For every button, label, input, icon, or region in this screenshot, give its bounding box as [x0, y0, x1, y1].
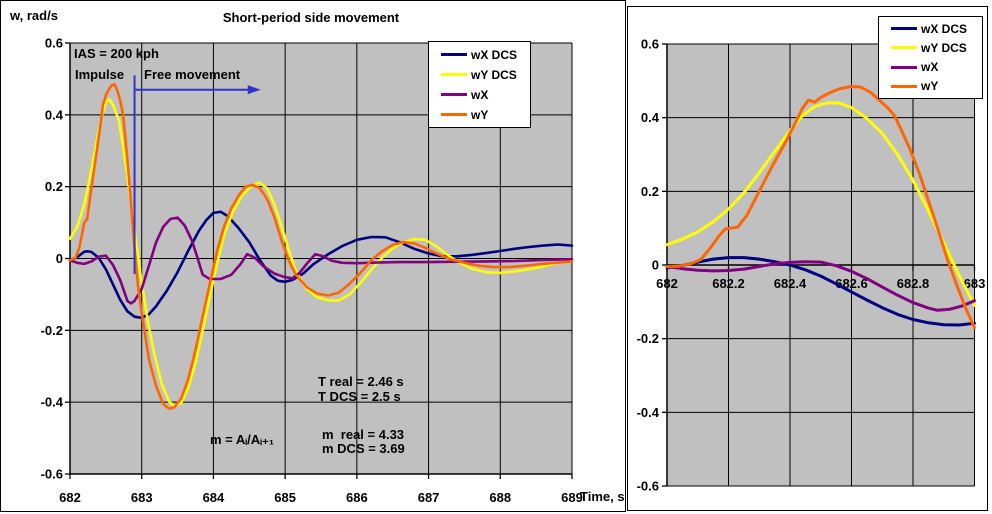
right-legend[interactable]: wX DCS wY DCS wX wY [878, 16, 983, 99]
legend-entry-wx[interactable]: wX [441, 85, 530, 104]
x-tick-label: 685 [274, 490, 296, 505]
y-tick-label: 0.4 [641, 110, 660, 125]
legend-line-swatch [441, 113, 467, 116]
legend-label: wX DCS [921, 21, 968, 36]
legend-entry-wy[interactable]: wY [891, 77, 982, 96]
legend-label: wY [921, 79, 939, 94]
legend-line-swatch [891, 27, 917, 31]
left-x-axis-title: Time, s [580, 489, 625, 504]
legend-label: wX [471, 87, 489, 102]
t-real-annotation: T real = 2.46 s [318, 374, 404, 389]
y-tick-label: -0.6 [637, 479, 659, 494]
y-tick-label: 0 [56, 251, 63, 266]
legend-entry-wx[interactable]: wX [891, 58, 982, 77]
legend-label: wX [921, 60, 939, 75]
left-chart-title: Short-period side movement [222, 10, 400, 25]
x-tick-label: 682.8 [897, 276, 930, 291]
left-legend[interactable]: wX DCS wY DCS wX wY [428, 41, 531, 128]
y-tick-label: 0 [652, 258, 659, 273]
series-line-wx-dcs[interactable] [68, 210, 574, 320]
legend-line-swatch [891, 65, 917, 69]
x-tick-label: 682.4 [774, 276, 807, 291]
legend-entry-wy-dcs[interactable]: wY DCS [891, 38, 982, 57]
y-tick-label: -0.2 [41, 323, 63, 338]
series-line-wy-dcs[interactable] [665, 101, 976, 307]
x-tick-label: 689 [561, 490, 583, 505]
y-tick-label: 0.2 [45, 179, 63, 194]
free-movement-arrowhead [247, 85, 261, 95]
impulse-annotation: Impulse [75, 67, 125, 82]
legend-label: wY DCS [471, 67, 517, 82]
m-dcs-annotation: m DCS = 3.69 [322, 441, 405, 456]
legend-line-swatch [441, 53, 467, 56]
legend-label: wX DCS [471, 47, 518, 62]
y-tick-label: 0.4 [45, 107, 64, 122]
x-tick-label: 683 [964, 276, 986, 291]
series-line-wx[interactable] [665, 260, 976, 312]
m-formula-annotation: m = Aᵢ/Aᵢ₊₁ [210, 432, 275, 447]
y-tick-label: 0.6 [641, 37, 659, 52]
m-real-annotation: m real = 4.33 [322, 427, 405, 442]
series-line-wy[interactable] [665, 84, 976, 330]
right-chart-zoom[interactable]: -0.6 -0.4 -0.2 0 0.2 0.4 0.6 682 682.2 682.4 682.6… [627, 6, 988, 511]
legend-label: wY [471, 107, 489, 122]
legend-line-swatch [441, 73, 467, 76]
legend-line-swatch [891, 84, 917, 88]
legend-line-swatch [891, 46, 917, 50]
ias-annotation: IAS = 200 kph [74, 46, 159, 61]
t-dcs-annotation: T DCS = 2.5 s [318, 389, 401, 404]
x-tick-label: 682.2 [712, 276, 745, 291]
y-tick-label: -0.4 [41, 395, 64, 410]
y-tick-label: 0.2 [641, 184, 659, 199]
legend-entry-wx-dcs[interactable]: wX DCS [891, 19, 982, 38]
x-tick-label: 687 [418, 490, 440, 505]
y-tick-label: 0.6 [45, 36, 63, 51]
x-tick-label: 684 [203, 490, 225, 505]
left-chart[interactable]: w, rad/s Short-period side movement -0.6… [0, 0, 626, 512]
x-tick-label: 683 [131, 490, 153, 505]
x-tick-label: 688 [489, 490, 511, 505]
series-line-wy[interactable] [68, 83, 574, 410]
legend-line-swatch [441, 93, 467, 96]
left-y-axis-title: w, rad/s [10, 8, 58, 23]
x-tick-label: 682 [59, 490, 81, 505]
free-movement-annotation: Free movement [144, 67, 241, 82]
x-tick-label: 686 [346, 490, 368, 505]
legend-label: wY DCS [921, 40, 967, 55]
legend-entry-wx-dcs[interactable]: wX DCS [441, 45, 530, 64]
y-tick-label: -0.2 [637, 331, 659, 346]
series-line-wx-dcs[interactable] [665, 256, 976, 327]
y-tick-label: -0.6 [41, 467, 63, 482]
legend-entry-wy[interactable]: wY [441, 105, 530, 124]
legend-entry-wy-dcs[interactable]: wY DCS [441, 65, 530, 84]
y-tick-label: -0.4 [637, 405, 660, 420]
